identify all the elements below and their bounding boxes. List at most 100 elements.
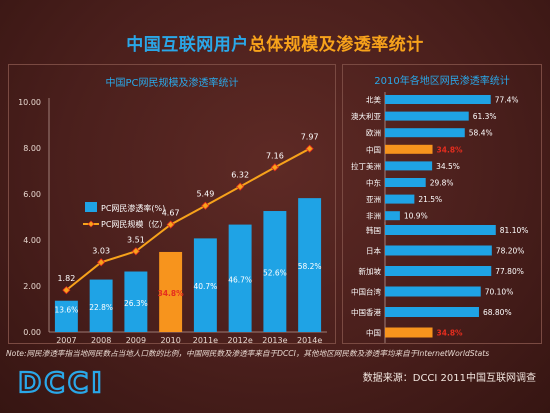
bar-value-label: 78.20% — [496, 247, 525, 256]
y-tick-label: 2.00 — [23, 282, 41, 291]
bar-value-label: 29.8% — [430, 179, 454, 188]
bar-value-label: 34.8% — [158, 289, 185, 298]
category-label: 拉丁美洲 — [351, 161, 381, 171]
bar-value-label: 10.9% — [404, 212, 428, 221]
line-value-label: 3.51 — [127, 235, 145, 244]
page-title: 中国互联网用户总体规模及渗透率统计 — [0, 30, 550, 55]
legend-bar-label: PC网民渗透率(%) — [101, 203, 165, 213]
line-value-label: 4.67 — [162, 209, 180, 218]
dcci-logo: DCCI — [17, 367, 105, 397]
category-label: 日本 — [366, 246, 381, 256]
x-tick-label: 2014e — [297, 336, 322, 343]
data-source: 数据来源：DCCI 2011中国互联网调查 — [362, 373, 536, 384]
category-label: 新加坡 — [359, 266, 382, 276]
x-tick-label: 2012e — [227, 336, 252, 343]
line-value-label: 6.32 — [231, 171, 249, 180]
bar — [385, 178, 426, 187]
category-label: 中国 — [366, 144, 381, 154]
bar-value-label: 77.4% — [495, 96, 519, 105]
bar — [263, 211, 287, 332]
bar — [385, 327, 433, 338]
bar-value-label: 40.7% — [193, 282, 217, 291]
category-label: 亚洲 — [366, 195, 381, 204]
bar-value-label: 34.8% — [437, 329, 464, 338]
bar — [89, 279, 113, 332]
bar — [385, 266, 492, 276]
title-part-1: 中国互联网用户 — [126, 35, 249, 55]
bar-value-label: 58.4% — [469, 129, 493, 138]
bar — [385, 211, 400, 221]
bar — [124, 271, 148, 332]
line-point — [62, 286, 71, 295]
bar — [385, 161, 433, 171]
bar — [193, 238, 217, 332]
bar-value-label: 26.3% — [124, 299, 148, 308]
left-chart-panel: 中国PC网民规模及渗透率统计 0.00 2.00 4.00 6.00 8.00 10.00 1… — [8, 64, 336, 345]
category-label: 欧洲 — [366, 128, 381, 138]
line-value-label: 3.03 — [92, 246, 110, 255]
x-tick-label: 2008 — [91, 336, 111, 343]
x-tick-label: 2009 — [126, 336, 146, 343]
line-value-label: 1.82 — [57, 274, 75, 283]
line-value-label: 7.97 — [301, 133, 319, 142]
x-tick-label: 2007 — [56, 336, 76, 343]
bar-value-label: 21.5% — [418, 195, 442, 204]
line-value-label: 5.49 — [196, 190, 214, 199]
bar-value-label: 52.6% — [263, 269, 287, 278]
y-tick-label: 4.00 — [23, 236, 41, 245]
pc-users-chart: 中国PC网民规模及渗透率统计 0.00 2.00 4.00 6.00 8.00 10.00 1… — [18, 76, 327, 345]
bar-value-label: 61.3% — [473, 112, 497, 121]
line-point — [270, 163, 279, 172]
chart-title: 中国PC网民规模及渗透率统计 — [105, 76, 238, 89]
bar-value-label: 13.6% — [54, 306, 78, 315]
y-tick-label: 10.00 — [18, 98, 41, 107]
legend-bar-swatch — [85, 202, 97, 212]
category-label: 澳大利亚 — [351, 111, 381, 121]
title-part-2: 总体规模及渗透率统计 — [248, 35, 424, 55]
bar-value-label: 70.10% — [485, 288, 514, 297]
category-label: 中国台湾 — [351, 287, 381, 297]
bar — [385, 95, 491, 104]
bar — [159, 251, 183, 332]
bar-value-label: 58.2% — [298, 262, 322, 271]
right-chart-panel: 2010年各地区网民渗透率统计北美 77.4% 澳大利亚 61.3% 欧洲 58.4% 中国… — [342, 64, 542, 345]
x-tick-label: 2011e — [193, 336, 218, 343]
x-tick-label: 2013e — [262, 336, 287, 343]
bar — [385, 307, 479, 317]
bar-value-label: 68.80% — [483, 308, 512, 317]
line-point — [201, 201, 210, 210]
bar — [385, 111, 469, 121]
category-label: 韩国 — [366, 225, 381, 235]
footnote: Note:网民渗透率指当地网民数占当地人口数的比例，中国网民数及渗透率来自于DC… — [6, 349, 490, 358]
bar — [228, 224, 252, 332]
y-tick-label: 0.00 — [23, 328, 41, 337]
category-label: 北美 — [366, 95, 381, 105]
bar — [385, 225, 496, 235]
x-tick-label: 2010 — [160, 336, 180, 343]
line-series — [65, 147, 311, 291]
bar-value-label: 77.80% — [495, 267, 524, 276]
bar-value-label: 22.8% — [89, 303, 113, 312]
line-value-label: 7.16 — [266, 151, 284, 160]
y-tick-label: 6.00 — [23, 190, 41, 199]
bar — [385, 194, 415, 204]
line-point — [131, 247, 140, 256]
bar-value-label: 34.8% — [437, 145, 464, 154]
logo-text: DCCI — [18, 367, 105, 397]
category-label: 中国 — [366, 328, 381, 338]
category-label: 中国香港 — [351, 307, 381, 317]
bar-value-label: 34.5% — [436, 162, 460, 171]
bar — [298, 198, 322, 332]
bar-value-label: 46.7% — [228, 275, 252, 284]
bar — [385, 128, 465, 138]
bar-value-label: 81.10% — [500, 226, 529, 235]
bar — [385, 286, 481, 297]
y-tick-label: 8.00 — [23, 144, 41, 153]
category-label: 中东 — [366, 178, 381, 188]
line-point — [305, 144, 314, 153]
legend-line-label: PC网民规模（亿） — [101, 219, 167, 229]
bar — [385, 144, 433, 154]
category-label: 非洲 — [366, 211, 381, 221]
chart-title: 2010年各地区网民渗透率统计 — [374, 74, 509, 87]
